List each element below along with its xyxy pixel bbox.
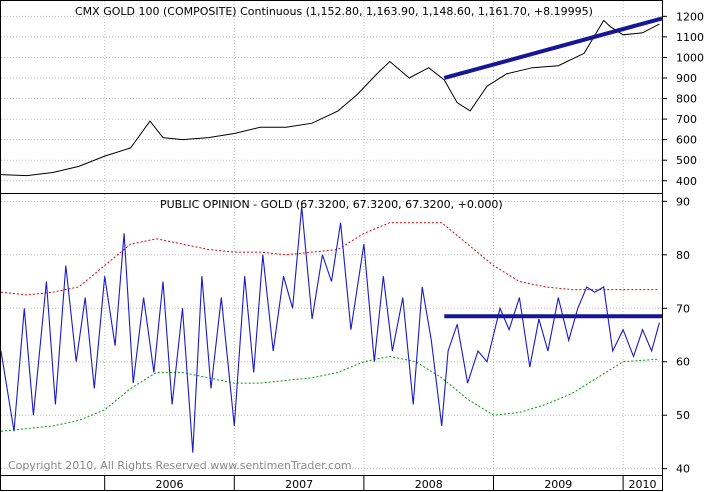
y-tick-label: 90 xyxy=(676,195,690,208)
public-opinion-line xyxy=(0,206,660,453)
y-tick-label: 40 xyxy=(676,463,690,476)
price-panel-frame xyxy=(0,0,663,194)
y-tick-label: 50 xyxy=(676,409,690,422)
y-tick-label: 900 xyxy=(676,72,697,85)
price-chart-title: CMX GOLD 100 (COMPOSITE) Continuous (1,1… xyxy=(75,5,593,18)
y-tick-label: 400 xyxy=(676,175,697,188)
series-layer xyxy=(0,19,660,453)
copyright-text: Copyright 2010, All Rights Reserved www.… xyxy=(8,459,352,472)
lower-band-line xyxy=(0,355,660,432)
y-tick-label: 1000 xyxy=(676,51,704,64)
y-tick-label: 80 xyxy=(676,249,690,262)
y-tick-label: 70 xyxy=(676,302,690,315)
upper-band-line xyxy=(0,222,660,296)
grid-layer xyxy=(1,1,667,490)
y-tick-label: 500 xyxy=(676,154,697,167)
x-tick-label: 2008 xyxy=(415,478,443,491)
gold-price-line xyxy=(0,19,660,177)
opinion-chart-title: PUBLIC OPINION - GOLD (67.3200, 67.3200,… xyxy=(160,198,503,211)
opinion-panel-frame xyxy=(0,193,663,476)
y-tick-label: 700 xyxy=(676,113,697,126)
y-tick-label: 800 xyxy=(676,93,697,106)
tick-label-layer: 2006 2007 2008 2009 2010 400 500 600 700 800 900 10… xyxy=(155,10,704,491)
x-tick-label: 2006 xyxy=(155,478,183,491)
price-trendline xyxy=(443,16,663,80)
y-tick-label: 600 xyxy=(676,134,697,147)
band-layer xyxy=(0,222,660,432)
x-tick-label: 2009 xyxy=(544,478,572,491)
trendline-layer xyxy=(443,16,663,319)
x-axis-strip xyxy=(0,475,663,491)
x-tick-label: 2010 xyxy=(629,478,657,491)
y-tick-label: 60 xyxy=(676,356,690,369)
y-tick-label: 1100 xyxy=(676,31,704,44)
y-tick-label: 1200 xyxy=(676,10,704,23)
x-tick-label: 2007 xyxy=(285,478,313,491)
